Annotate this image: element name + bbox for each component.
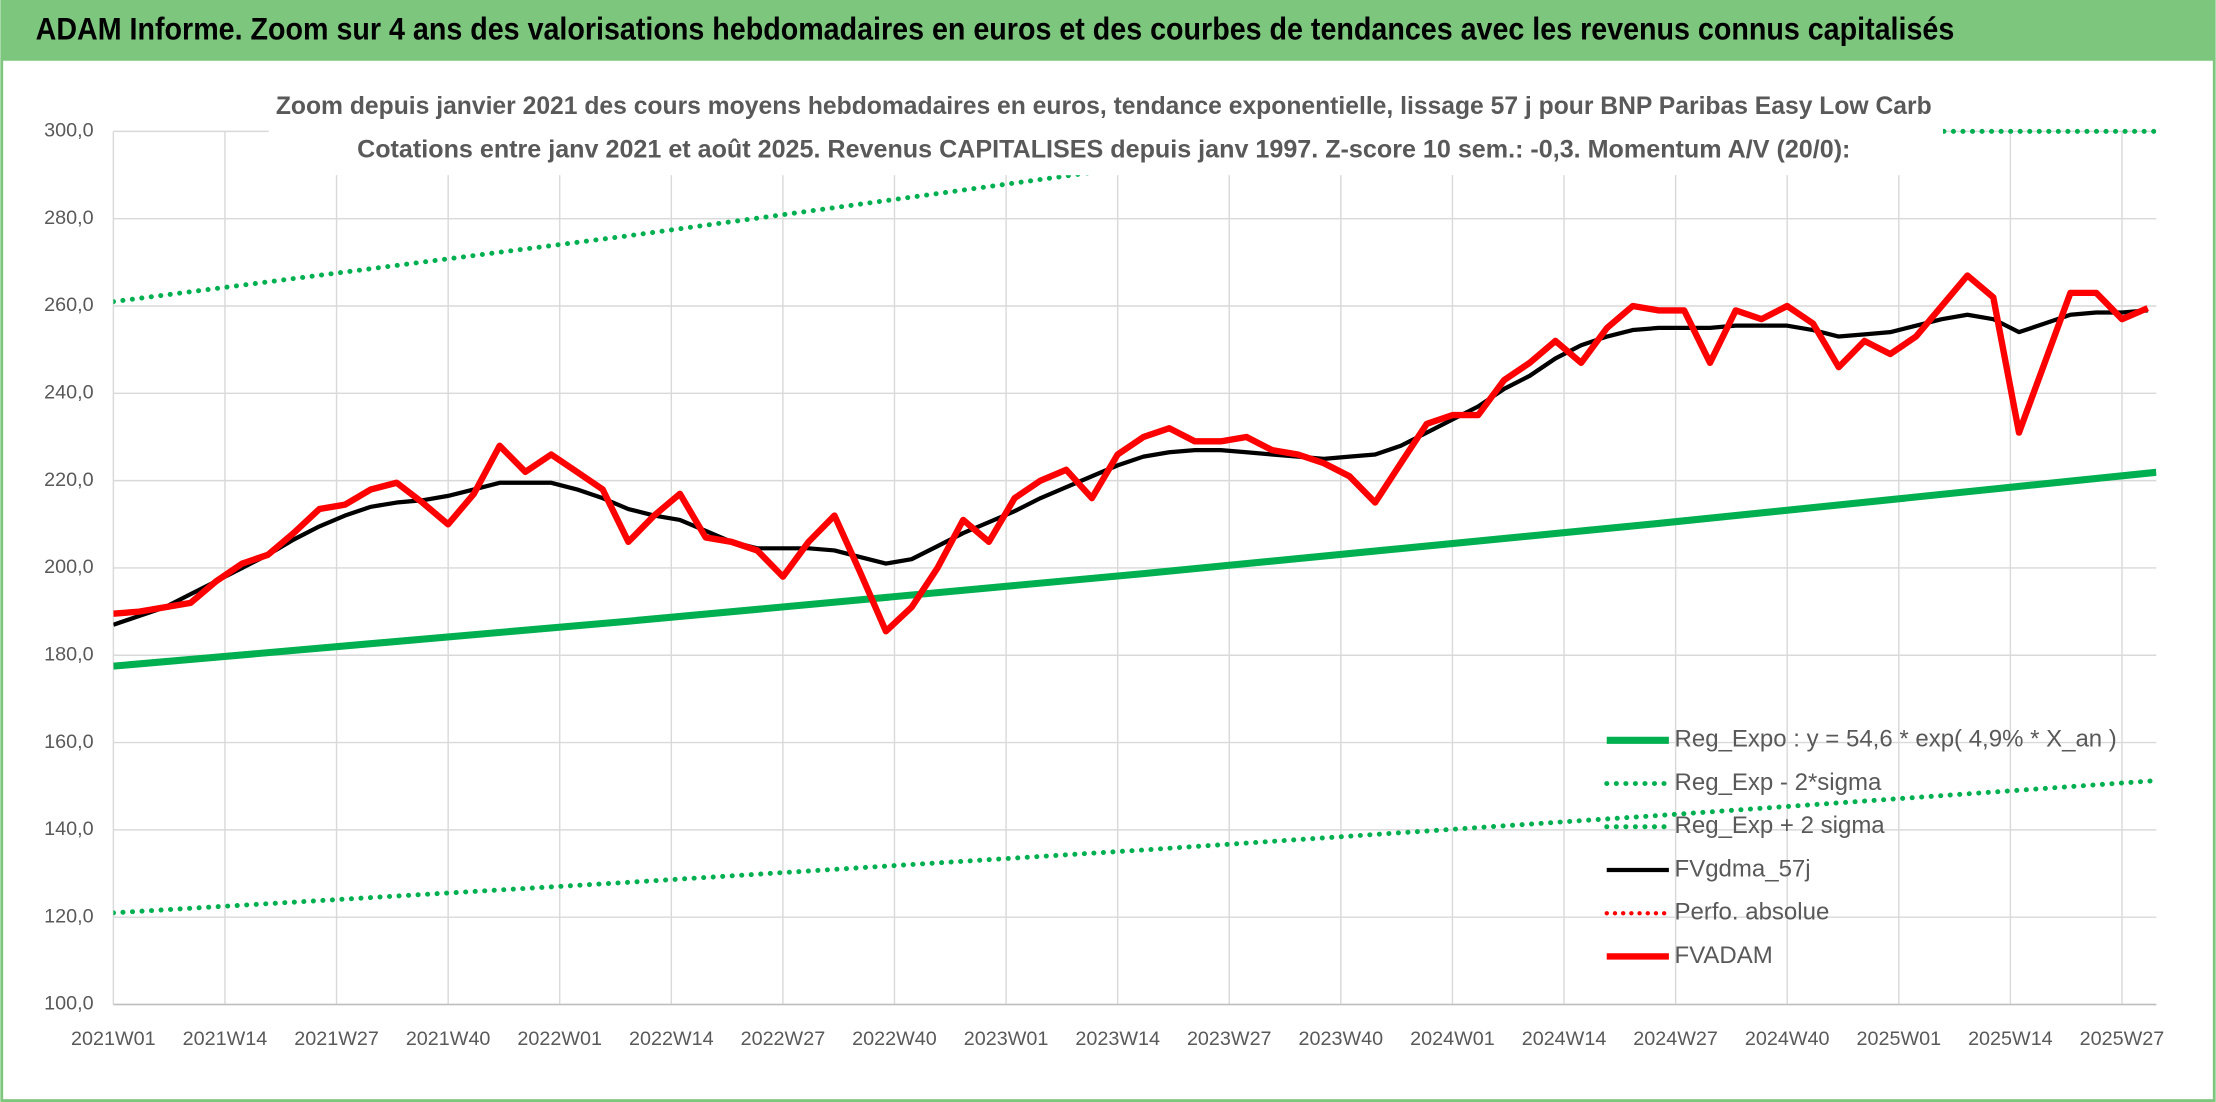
series-line (113, 778, 2157, 916)
x-tick-label: 2025W27 (2080, 1028, 2165, 1050)
x-tick-label: 2023W01 (964, 1028, 1049, 1050)
legend-label: Perfo. absolue (1675, 899, 1830, 926)
x-tick-label: 2021W14 (183, 1028, 268, 1050)
banner-bar (0, 0, 2216, 60)
series-line (113, 468, 2157, 670)
y-tick-label: 120,0 (44, 905, 93, 927)
title-box (268, 84, 1943, 176)
x-tick-label: 2022W40 (852, 1028, 937, 1050)
chart-title: Zoom depuis janvier 2021 des cours moyen… (276, 93, 1932, 120)
legend-label: FVgdma_57j (1675, 855, 1811, 882)
legend-label: FVADAM (1675, 942, 1773, 969)
x-tick-label: 2022W27 (741, 1028, 826, 1050)
y-tick-label: 300,0 (44, 120, 93, 142)
x-tick-label: 2023W40 (1299, 1028, 1384, 1050)
series-line (113, 308, 2148, 627)
y-tick-label: 200,0 (44, 556, 93, 578)
legend-label: Reg_Exp - 2*sigma (1675, 769, 1882, 796)
x-tick-label: 2023W14 (1075, 1028, 1160, 1050)
y-tick-label: 260,0 (44, 294, 93, 316)
x-tick-label: 2025W14 (1968, 1028, 2053, 1050)
y-tick-label: 180,0 (44, 643, 93, 665)
banner: ADAM Informe. Zoom sur 4 ans des valoris… (36, 11, 1955, 46)
chart-subtitle: Cotations entre janv 2021 et août 2025. … (357, 137, 1850, 164)
series-line (113, 272, 2149, 635)
y-tick-label: 140,0 (44, 818, 93, 840)
x-tick-label: 2022W14 (629, 1028, 714, 1050)
x-tick-label: 2021W27 (294, 1028, 379, 1050)
x-tick-label: 2024W27 (1633, 1028, 1718, 1050)
x-tick-label: 2021W40 (406, 1028, 491, 1050)
y-tick-label: 160,0 (44, 731, 93, 753)
x-tick-label: 2024W01 (1410, 1028, 1495, 1050)
y-tick-label: 100,0 (44, 993, 93, 1015)
x-tick-label: 2024W14 (1522, 1028, 1607, 1050)
x-tick-label: 2023W27 (1187, 1028, 1272, 1050)
x-tick-label: 2024W40 (1745, 1028, 1830, 1050)
x-tick-label: 2022W01 (517, 1028, 602, 1050)
y-tick-label: 280,0 (44, 207, 93, 229)
y-tick-label: 240,0 (44, 382, 93, 404)
legend-label: Reg_Expo : y = 54,6 * exp( 4,9% * X_an ) (1675, 726, 2117, 753)
frame (0, 57, 2216, 1102)
x-tick-label: 2025W01 (1856, 1028, 1941, 1050)
y-tick-label: 220,0 (44, 469, 93, 491)
legend-label: Reg_Exp + 2 sigma (1675, 812, 1886, 839)
x-tick-label: 2021W01 (71, 1028, 156, 1050)
